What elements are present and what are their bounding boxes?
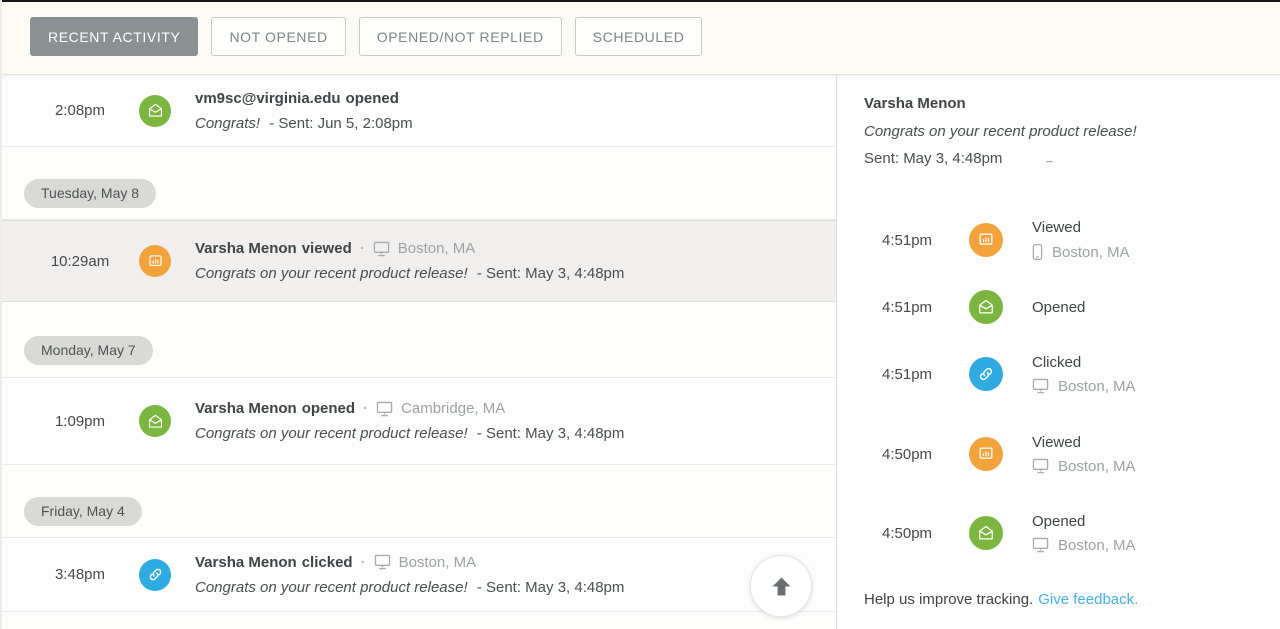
activity-row[interactable]: 1:09pm Varsha Menon opened bbox=[2, 378, 836, 465]
phone-icon bbox=[1032, 243, 1043, 261]
activity-time: 10:29am bbox=[50, 252, 110, 270]
activity-feed: 2:08pm vm9sc@virginia.edu opened Congrat… bbox=[2, 75, 836, 629]
desktop-icon bbox=[376, 401, 393, 417]
timeline-row: 4:51pm Viewed Boston, MA bbox=[837, 212, 1130, 268]
give-feedback-link[interactable]: Give feedback. bbox=[1038, 591, 1139, 608]
viewed-icon bbox=[969, 223, 1003, 257]
up-arrow-icon bbox=[768, 573, 795, 600]
email-detail-panel: Varsha Menon Congrats on your recent pro… bbox=[836, 75, 1280, 629]
clipped-timeline-row: Boston, MA bbox=[1041, 161, 1146, 181]
opened-icon bbox=[139, 94, 171, 127]
dot-separator bbox=[360, 240, 365, 257]
timeline-time: 4:50pm bbox=[882, 524, 933, 542]
tab-recent-activity[interactable]: RECENT ACTIVITY bbox=[30, 17, 199, 56]
activity-tabs-bar: RECENT ACTIVITY NOT OPENED OPENED/NOT RE… bbox=[2, 2, 1280, 75]
action-label: viewed bbox=[301, 240, 352, 257]
date-separator-pill: Friday, May 4 bbox=[24, 497, 142, 526]
activity-time: 1:09pm bbox=[54, 412, 106, 430]
desktop-icon bbox=[373, 241, 390, 257]
date-separator: Tuesday, May 8 bbox=[2, 147, 836, 220]
desktop-icon bbox=[374, 554, 391, 570]
timeline-time: 4:50pm bbox=[882, 445, 933, 463]
tab-opened-not-replied[interactable]: OPENED/NOT REPLIED bbox=[358, 17, 562, 56]
activity-time: 3:48pm bbox=[54, 566, 106, 583]
desktop-icon bbox=[1032, 378, 1049, 394]
location-label: Cambridge, MA bbox=[401, 400, 506, 417]
location-label: Boston, MA bbox=[397, 240, 476, 257]
location-label: Boston, MA bbox=[1058, 536, 1136, 554]
sent-timestamp: - Sent: May 3, 4:48pm bbox=[476, 578, 625, 596]
email-subject: Congrats! bbox=[195, 114, 261, 132]
date-separator-pill: Tuesday, May 8 bbox=[24, 179, 157, 208]
tab-scheduled[interactable]: SCHEDULED bbox=[574, 17, 703, 56]
sent-timestamp: - Sent: May 3, 4:48pm bbox=[476, 425, 625, 442]
scroll-to-top-button[interactable] bbox=[750, 555, 812, 617]
action-label: opened bbox=[301, 400, 356, 417]
timeline-time: 4:51pm bbox=[882, 298, 933, 316]
event-label: Viewed bbox=[1032, 433, 1081, 451]
email-subject: Congrats on your recent product release! bbox=[195, 265, 468, 282]
actor-name: Varsha Menon bbox=[195, 400, 297, 417]
date-separator: Friday, May 4 bbox=[2, 465, 836, 538]
viewed-icon bbox=[139, 245, 171, 277]
timeline-row: 4:51pm Clicked Boston, MA bbox=[837, 346, 1136, 402]
timeline-row: 4:51pm Opened bbox=[837, 279, 1085, 335]
event-label: Opened bbox=[1032, 298, 1086, 316]
timeline-row: 4:50pm Opened Boston, MA bbox=[837, 505, 1136, 561]
event-label: Opened bbox=[1032, 512, 1086, 530]
activity-time: 2:08pm bbox=[54, 102, 106, 119]
timeline-time: 4:51pm bbox=[882, 231, 933, 249]
email-subject: Congrats on your recent product release! bbox=[195, 425, 468, 442]
clicked-icon bbox=[139, 558, 171, 591]
opened-icon bbox=[139, 405, 171, 437]
event-label: Viewed bbox=[1032, 219, 1081, 236]
clicked-icon bbox=[969, 357, 1003, 391]
activity-row[interactable]: 2:08pm vm9sc@virginia.edu opened Congrat… bbox=[2, 75, 836, 147]
contact-name: Varsha Menon bbox=[864, 95, 966, 112]
event-label: Clicked bbox=[1032, 353, 1082, 371]
desktop-icon bbox=[1032, 458, 1049, 474]
desktop-icon bbox=[1041, 161, 1058, 163]
sent-timestamp: Sent: May 3, 4:48pm bbox=[864, 150, 1003, 167]
dot-separator bbox=[363, 400, 368, 417]
action-label: clicked bbox=[301, 553, 353, 571]
window-top-border bbox=[2, 0, 1280, 2]
activity-row-selected[interactable]: 10:29am Varsha Menon viewed bbox=[2, 220, 836, 302]
email-subject: Congrats on your recent product release! bbox=[864, 123, 1137, 140]
sent-timestamp: - Sent: Jun 5, 2:08pm bbox=[269, 114, 413, 132]
actor-name: Varsha Menon bbox=[195, 553, 297, 571]
timeline-row: 4:50pm Viewed Boston, MA bbox=[837, 426, 1136, 482]
timeline-time: 4:51pm bbox=[882, 365, 933, 383]
location-label: Boston, MA bbox=[1058, 457, 1136, 475]
tab-not-opened[interactable]: NOT OPENED bbox=[211, 17, 346, 56]
date-separator-pill: Monday, May 7 bbox=[24, 336, 153, 365]
sent-timestamp: - Sent: May 3, 4:48pm bbox=[476, 265, 625, 282]
location-label: Boston, MA bbox=[398, 553, 477, 571]
actor-name: vm9sc@virginia.edu bbox=[195, 89, 341, 107]
opened-icon bbox=[969, 290, 1003, 324]
action-label: opened bbox=[345, 89, 399, 107]
activity-row[interactable]: 3:48pm Varsha Menon clicked bbox=[2, 538, 836, 612]
dot-separator bbox=[361, 554, 366, 571]
location-label: Boston, MA bbox=[1052, 243, 1130, 261]
viewed-icon bbox=[969, 437, 1003, 471]
actor-name: Varsha Menon bbox=[195, 240, 297, 257]
feedback-prompt-text: Help us improve tracking. bbox=[864, 591, 1034, 608]
date-separator: Monday, May 7 bbox=[2, 302, 836, 378]
email-subject: Congrats on your recent product release! bbox=[195, 578, 468, 596]
location-label: Boston, MA bbox=[1068, 161, 1146, 163]
location-label: Boston, MA bbox=[1058, 377, 1136, 395]
opened-icon bbox=[969, 516, 1003, 550]
desktop-icon bbox=[1032, 537, 1049, 553]
